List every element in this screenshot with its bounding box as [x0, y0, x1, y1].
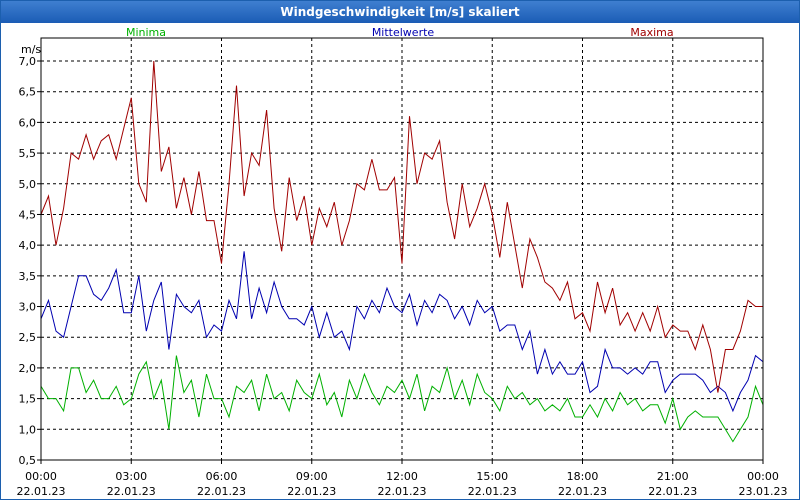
- x-tick-time: 00:00: [747, 470, 779, 483]
- y-tick-label: 2,0: [19, 362, 37, 375]
- x-tick-time: 00:00: [25, 470, 57, 483]
- legend-minima: Minima: [126, 26, 166, 39]
- y-tick-label: 1,5: [19, 393, 37, 406]
- y-tick-label: 3,5: [19, 270, 37, 283]
- y-tick-label: 7,0: [19, 55, 37, 68]
- y-tick-label: 3,0: [19, 301, 37, 314]
- x-tick-time: 06:00: [206, 470, 238, 483]
- y-tick-label: 4,5: [19, 208, 37, 221]
- series-lines: [40, 60, 764, 443]
- y-tick-label: 5,0: [19, 178, 37, 191]
- y-tick-label: 0,5: [19, 454, 37, 467]
- window-title: Windgeschwindigkeit [m/s] skaliert: [1, 1, 799, 23]
- x-tick-time: 03:00: [115, 470, 147, 483]
- y-axis-label: m/s: [21, 43, 41, 56]
- x-tick-date: 22.01.23: [648, 485, 697, 498]
- x-tick-time: 21:00: [657, 470, 689, 483]
- x-tick-date: 22.01.23: [378, 485, 427, 498]
- x-tick-time: 09:00: [296, 470, 328, 483]
- x-tick-time: 18:00: [567, 470, 599, 483]
- series-line-maxima: [40, 60, 763, 393]
- legend-maxima: Maxima: [630, 26, 673, 39]
- series-line-minima: [40, 355, 764, 443]
- y-tick-label: 1,0: [19, 423, 37, 436]
- series-line-mittelwerte: [40, 251, 764, 413]
- y-axis-ticks: 0,5 1,0 1,5 2,0 2,5 3,0 3,5 4,0 4,5 5,0 5,5 6,0 6,5 7…: [19, 55, 41, 467]
- x-tick-date: 23.01.23: [739, 485, 788, 498]
- legend-mittelwerte: Mittelwerte: [372, 26, 435, 39]
- x-tick-date: 22.01.23: [558, 485, 607, 498]
- y-tick-label: 6,0: [19, 116, 37, 129]
- x-tick-date: 22.01.23: [107, 485, 156, 498]
- x-tick-date: 22.01.23: [468, 485, 517, 498]
- y-tick-label: 6,5: [19, 86, 37, 99]
- x-axis-ticks: 00:00 22.01.23 03:00 22.01.23 06:00 22.01.23 0…: [17, 460, 788, 498]
- y-tick-label: 4,0: [19, 239, 37, 252]
- grid: [41, 38, 763, 460]
- x-tick-time: 12:00: [386, 470, 418, 483]
- x-tick-date: 22.01.23: [17, 485, 66, 498]
- x-tick-date: 22.01.23: [197, 485, 246, 498]
- y-tick-label: 5,5: [19, 147, 37, 160]
- y-tick-label: 2,5: [19, 331, 37, 344]
- x-tick-time: 15:00: [476, 470, 508, 483]
- x-tick-date: 22.01.23: [287, 485, 336, 498]
- chart-background: [1, 23, 799, 499]
- legend: Minima Mittelwerte Maxima: [126, 26, 674, 39]
- wind-speed-chart: 0,5 1,0 1,5 2,0 2,5 3,0 3,5 4,0 4,5 5,0 5,5 6,0 6,5 7…: [1, 23, 799, 499]
